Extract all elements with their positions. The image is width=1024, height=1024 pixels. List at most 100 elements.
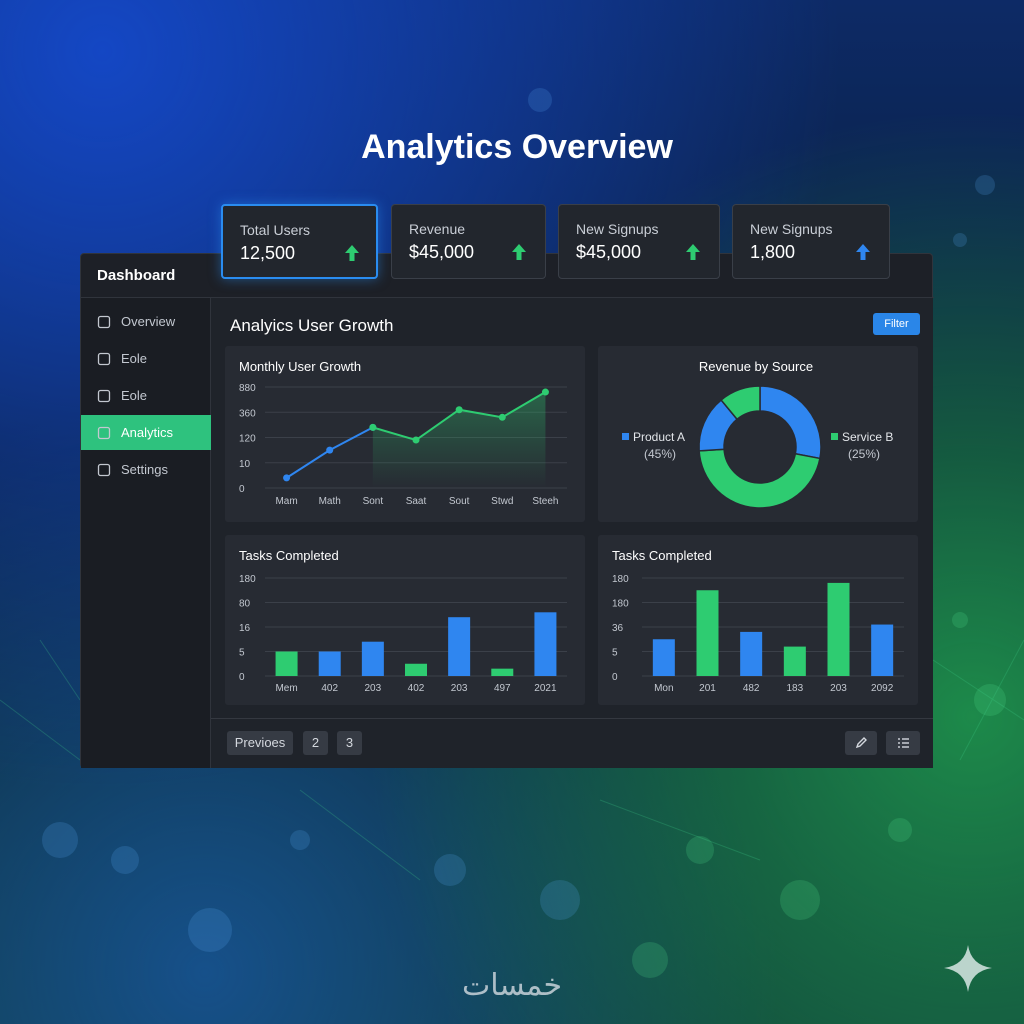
sidebar-icon-shape	[97, 315, 111, 329]
y-tick-label: 5	[239, 648, 245, 659]
bar	[652, 639, 675, 676]
sidebar-label: Overview	[121, 314, 176, 329]
sidebar-item[interactable]: Eole	[81, 378, 211, 413]
chart-panel: Tasks Completed 180 180 36 5 0 Mon 201 482 183 203…	[598, 535, 918, 705]
sidebar-label: Eole	[121, 351, 148, 366]
filter-button[interactable]: Filter	[873, 313, 920, 335]
y-tick-label: 180	[612, 599, 629, 610]
page-button[interactable]: 3	[337, 731, 362, 755]
line-point	[369, 423, 377, 431]
edit-button[interactable]	[845, 731, 877, 755]
stat-card: New Signups 1,800	[732, 204, 890, 279]
stat-value: $45,000	[409, 242, 475, 262]
sidebar-icon-shape	[97, 389, 111, 403]
sidebar-label: Settings	[121, 462, 168, 477]
line-point	[455, 406, 463, 414]
trend-arrow-shape	[345, 245, 359, 261]
y-tick-label: 180	[239, 574, 256, 585]
stat-label: New Signups	[576, 221, 659, 237]
y-tick-label: 0	[239, 484, 245, 495]
y-tick-label: 10	[239, 459, 251, 470]
sidebar-icon	[97, 352, 111, 366]
stat-card: New Signups $45,000	[558, 204, 720, 279]
stat-value: $45,000	[576, 242, 642, 262]
bar	[405, 663, 427, 676]
stat-card: Revenue $45,000	[391, 204, 546, 279]
stat-value: 12,500	[240, 243, 296, 263]
x-tick-label: Mon	[654, 683, 673, 694]
line-point	[541, 388, 549, 396]
line-point	[498, 413, 506, 421]
legend-name: Service B	[842, 430, 893, 444]
trend-arrow-shape	[512, 244, 526, 260]
x-tick-label: Stwd	[491, 496, 513, 507]
sidebar: Overview Eole Eole Analytics Settings	[81, 298, 211, 768]
stat-label: Total Users	[240, 222, 311, 238]
y-tick-label: 0	[239, 672, 245, 683]
y-tick-label: 36	[612, 623, 624, 634]
sidebar-item[interactable]: Overview	[81, 304, 211, 339]
edit-icon	[855, 737, 867, 749]
stat-card: Total Users 12,500	[221, 204, 378, 279]
bar	[491, 668, 514, 676]
chart-title: Revenue by Source	[699, 359, 813, 374]
x-tick-label: Sont	[363, 496, 384, 507]
y-tick-label: 5	[612, 648, 618, 659]
stat-label: Revenue	[409, 221, 466, 237]
trend-arrow	[512, 244, 526, 260]
list-button[interactable]	[886, 731, 920, 755]
x-tick-label: 201	[699, 683, 716, 694]
bar	[318, 651, 341, 676]
bar	[448, 617, 471, 676]
sidebar-icon	[97, 426, 111, 440]
donut-slice	[759, 385, 822, 460]
y-tick-label: 360	[239, 408, 256, 419]
x-tick-label: 203	[365, 683, 382, 694]
page-title: Analytics Overview	[361, 128, 673, 166]
footer-divider	[211, 718, 933, 719]
x-tick-label: Mam	[275, 496, 297, 507]
line-point	[283, 474, 291, 482]
sidebar-icon	[97, 389, 111, 403]
bar	[827, 582, 850, 676]
legend-value: (25%)	[848, 447, 880, 461]
main-title: Analyics User Growth	[230, 316, 394, 335]
y-tick-label: 16	[239, 623, 251, 634]
x-tick-label: 2021	[534, 683, 557, 694]
bar	[696, 590, 719, 676]
bar	[534, 612, 557, 676]
chart-panel: Monthly User Growth 880 360 120 10 0 Mam Math So…	[225, 346, 585, 522]
legend-name: Product A	[633, 430, 685, 444]
divider	[81, 297, 934, 298]
watermark: خمسات	[461, 969, 563, 1002]
sidebar-icon	[97, 315, 111, 329]
stat-value: 1,800	[750, 242, 796, 262]
page-button[interactable]: 2	[303, 731, 328, 755]
sidebar-icon-shape	[97, 352, 111, 366]
trend-arrow	[345, 245, 359, 261]
sidebar-label: Analytics	[121, 425, 174, 440]
sidebar-item[interactable]: Settings	[81, 452, 211, 487]
legend-swatch	[622, 433, 629, 440]
x-tick-label: Math	[319, 496, 341, 507]
page-button[interactable]: Previoes	[227, 731, 293, 755]
chart-title: Tasks Completed	[239, 548, 339, 563]
x-tick-label: 482	[743, 683, 760, 694]
x-tick-label: 402	[408, 683, 425, 694]
trend-arrow	[856, 244, 870, 260]
y-tick-label: 80	[239, 599, 251, 610]
bar	[871, 624, 894, 676]
chart-panel: Tasks Completed 180 80 16 5 0 Mem 402 203 402 203 4…	[225, 535, 585, 705]
line-area	[372, 392, 546, 488]
x-tick-label: 402	[321, 683, 338, 694]
x-tick-label: 183	[786, 683, 803, 694]
x-tick-label: 2092	[871, 683, 894, 694]
sidebar-item[interactable]: Eole	[81, 341, 211, 376]
sidebar-item[interactable]: Analytics	[81, 415, 211, 450]
x-tick-label: 203	[830, 683, 847, 694]
trend-arrow-shape	[686, 244, 700, 260]
y-tick-label: 120	[239, 434, 256, 445]
chart-title: Monthly User Growth	[239, 359, 361, 374]
